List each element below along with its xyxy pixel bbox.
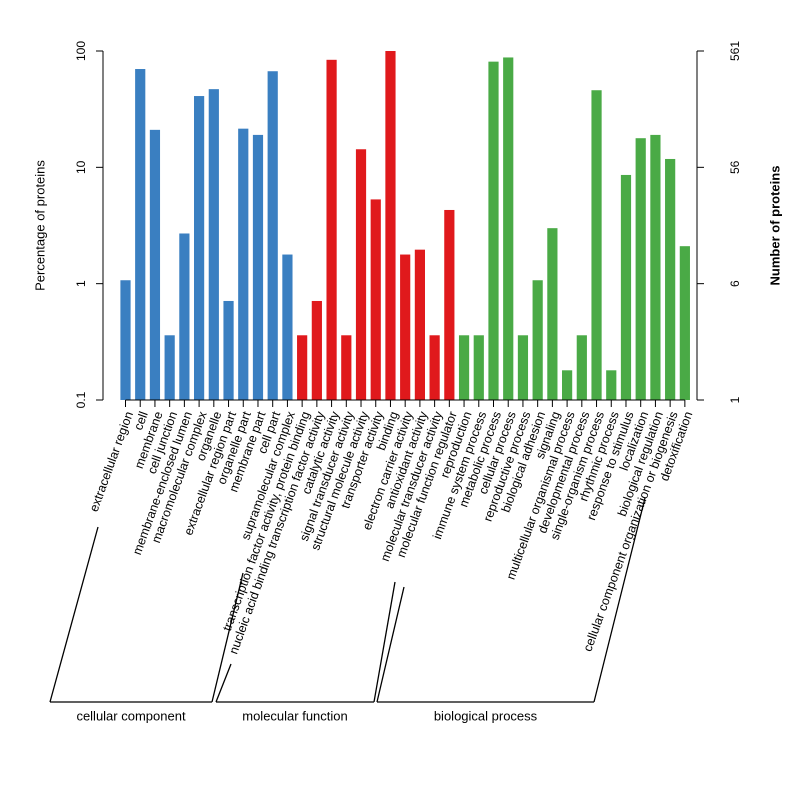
bar [135, 69, 146, 400]
bar [503, 57, 514, 400]
bar [665, 158, 676, 400]
group-label: cellular component [76, 709, 186, 724]
bar [591, 90, 602, 400]
bar [429, 335, 440, 400]
bar [532, 280, 543, 400]
right-tick-label: 56 [728, 160, 742, 174]
group-bracket-right [373, 581, 396, 703]
bar [620, 174, 632, 400]
right-tick-label: 1 [728, 396, 742, 403]
bar [341, 335, 352, 400]
bar [414, 249, 425, 400]
bar [238, 128, 249, 400]
bar [385, 51, 396, 400]
left-tick-label: 100 [74, 41, 88, 61]
bar [444, 209, 455, 400]
bar [164, 335, 175, 400]
bar [650, 134, 661, 400]
group-bracket-right [593, 497, 646, 703]
group-bracket-left [215, 663, 232, 703]
bar [252, 134, 264, 400]
left-tick-label: 10 [74, 160, 88, 174]
category-label: cell [131, 410, 151, 432]
bar [194, 96, 205, 400]
bar [400, 254, 411, 400]
bar [370, 199, 381, 400]
category-label: extracellular region [87, 410, 136, 514]
bar [297, 335, 308, 400]
bar [120, 280, 131, 400]
bar [576, 335, 587, 400]
right-axis-title: Number of proteins [768, 166, 783, 286]
bar [282, 254, 293, 400]
bar [679, 246, 690, 400]
bar [311, 300, 322, 400]
bar [635, 138, 646, 400]
group-label: molecular function [242, 709, 348, 724]
left-tick-label: 0.1 [74, 391, 88, 408]
bar [326, 59, 337, 401]
left-tick-label: 1 [74, 280, 88, 287]
bar [267, 71, 278, 400]
bar [458, 335, 470, 400]
bar [562, 370, 573, 400]
right-tick-label: 561 [728, 41, 742, 61]
group-bracket-right [211, 572, 244, 703]
bar [473, 335, 484, 400]
bar [606, 370, 617, 400]
bar [488, 61, 499, 401]
bar [547, 228, 558, 400]
bar [355, 149, 367, 400]
bar [208, 89, 219, 401]
bar [179, 233, 190, 400]
group-bracket-left [376, 586, 405, 703]
right-tick-label: 6 [728, 280, 742, 287]
bar [149, 129, 161, 400]
group-label: biological process [434, 709, 538, 724]
left-axis-title: Percentage of proteins [33, 160, 48, 291]
group-bracket-left [49, 526, 99, 703]
bar [517, 335, 529, 400]
bar [223, 300, 234, 400]
